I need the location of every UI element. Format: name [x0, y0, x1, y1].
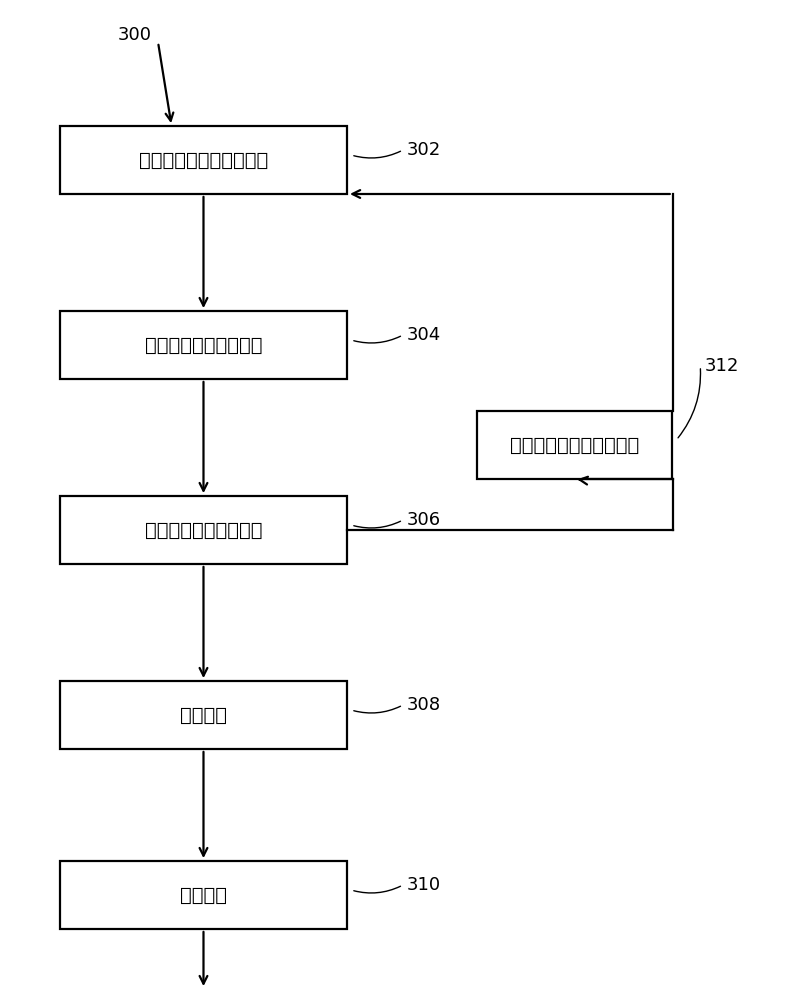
Text: 312: 312 — [704, 357, 739, 375]
Bar — [60, 861, 347, 929]
Text: 验证受试者被固定了尿布: 验证受试者被固定了尿布 — [139, 150, 268, 169]
Text: 308: 308 — [407, 696, 441, 714]
Text: 收集并存储发展指标数据: 收集并存储发展指标数据 — [510, 436, 639, 454]
Bar — [60, 311, 347, 379]
Text: 300: 300 — [118, 26, 152, 44]
Text: 302: 302 — [407, 141, 441, 159]
Bar — [60, 681, 347, 749]
Bar — [60, 496, 347, 564]
Text: 呈现数据: 呈现数据 — [180, 886, 227, 904]
Bar — [476, 411, 672, 479]
Text: 收集受试者的睡眠数据: 收集受试者的睡眠数据 — [144, 336, 263, 355]
Text: 304: 304 — [407, 326, 441, 344]
Bar — [60, 126, 347, 194]
Text: 存储受试者的睡眠数据: 存储受试者的睡眠数据 — [144, 520, 263, 540]
Text: 306: 306 — [407, 511, 441, 529]
Text: 310: 310 — [407, 876, 441, 894]
Text: 解译数据: 解译数据 — [180, 706, 227, 724]
